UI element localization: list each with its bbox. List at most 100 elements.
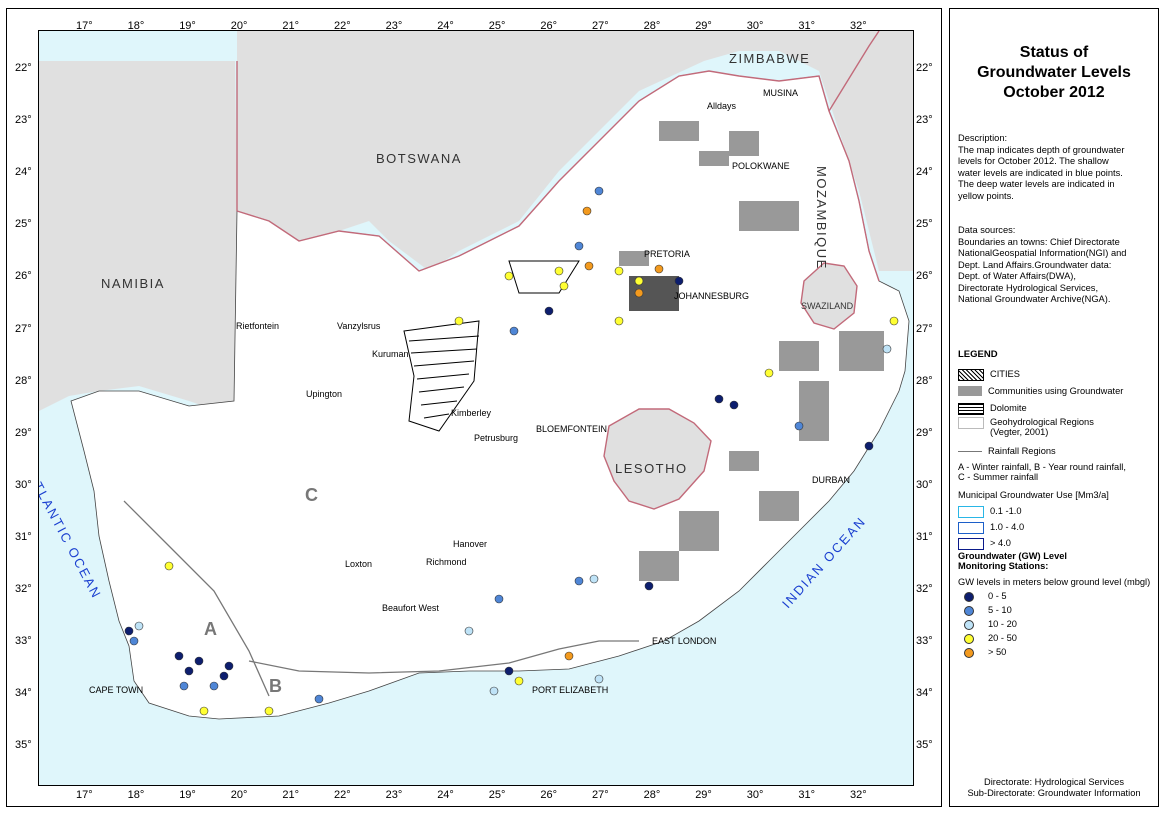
longitude-label: 20° [230, 20, 248, 32]
swaziland [800, 262, 858, 330]
gw-station-dot[interactable] [489, 686, 499, 696]
gw-class-dot [964, 606, 974, 616]
gw-station-dot[interactable] [124, 626, 134, 636]
longitude-label: 19° [179, 789, 196, 801]
legend-heading: LEGEND [958, 349, 998, 360]
map-canvas[interactable]: ZIMBABWE BOTSWANA NAMIBIA MOZAMBIQUE SWA… [38, 30, 914, 786]
longitude-label: 32° [850, 20, 867, 32]
gw-station-dot[interactable] [184, 666, 194, 676]
gw-class-dot [964, 592, 974, 602]
gw-monitoring-stations [124, 186, 899, 716]
latitude-label: 30° [916, 478, 933, 491]
border-line [236, 61, 880, 282]
gw-station-dot[interactable] [589, 574, 599, 584]
gw-station-dot[interactable] [889, 316, 899, 326]
gw-station-dot[interactable] [674, 276, 684, 286]
gw-station-dot[interactable] [559, 281, 569, 291]
communities-swatch [958, 386, 982, 396]
gw-station-dot[interactable] [194, 656, 204, 666]
gw-station-dot[interactable] [554, 266, 564, 276]
label-namibia: NAMIBIA [101, 276, 165, 291]
latitude-label: 33° [916, 635, 933, 648]
municipal-swatch [958, 538, 984, 550]
town-polokwane: POLOKWANE [732, 161, 790, 171]
town-durban: DURBAN [812, 475, 851, 485]
gw-station-dot[interactable] [594, 186, 604, 196]
longitude-label: 27° [592, 789, 609, 801]
gw-station-dot[interactable] [564, 651, 574, 661]
town-pretoria: PRETORIA [644, 249, 690, 259]
latitude-label: 35° [916, 739, 933, 752]
gw-station-dot[interactable] [504, 666, 514, 676]
latitude-label: 31° [916, 530, 933, 543]
longitude-label: 29° [695, 789, 712, 801]
gw-station-dot[interactable] [594, 674, 604, 684]
gw-station-dot[interactable] [454, 316, 464, 326]
town-kimberley: Kimberley [451, 408, 492, 418]
gw-station-dot[interactable] [174, 651, 184, 661]
gw-station-dot[interactable] [729, 400, 739, 410]
town-vanzylsrus: Vanzylsrus [337, 321, 381, 331]
gw-station-dot[interactable] [614, 266, 624, 276]
label-swaziland: SWAZILAND [801, 301, 854, 311]
gw-station-dot[interactable] [264, 706, 274, 716]
groundwater-communities [619, 121, 884, 581]
gw-station-dot[interactable] [209, 681, 219, 691]
latitude-label: 24° [916, 166, 933, 179]
gw-station-dot[interactable] [794, 421, 804, 431]
gw-station-dot[interactable] [164, 561, 174, 571]
latitude-label: 26° [916, 270, 933, 283]
gw-station-dot[interactable] [644, 581, 654, 591]
town-hanover: Hanover [453, 539, 488, 549]
map-title: Status of Groundwater Levels October 201… [977, 44, 1131, 101]
gw-station-dot[interactable] [634, 288, 644, 298]
gw-station-dot[interactable] [134, 621, 144, 631]
gw-station-dot[interactable] [574, 576, 584, 586]
gw-station-dot[interactable] [199, 706, 209, 716]
gw-class-dot [964, 648, 974, 658]
town-richmond: Richmond [426, 557, 467, 567]
gw-station-dot[interactable] [179, 681, 189, 691]
latitude-label: 27° [916, 322, 933, 335]
gw-station-dot[interactable] [504, 271, 514, 281]
gw-station-dot[interactable] [574, 241, 584, 251]
longitude-label: 21° [282, 789, 300, 801]
gw-station-dot[interactable] [314, 694, 324, 704]
longitude-label: 19° [179, 20, 196, 32]
gw-station-dot[interactable] [864, 441, 874, 451]
gw-station-dot[interactable] [584, 261, 594, 271]
gw-station-dot[interactable] [464, 626, 474, 636]
gw-station-dot[interactable] [654, 264, 664, 274]
region-a-label: A [204, 619, 217, 639]
longitude-label: 25° [488, 789, 506, 801]
gw-station-dot[interactable] [514, 676, 524, 686]
town-upington: Upington [306, 389, 343, 399]
label-botswana: BOTSWANA [376, 151, 462, 166]
town-musina: MUSINA [763, 88, 799, 98]
latitude-label: 26° [15, 270, 32, 283]
gw-station-dot[interactable] [634, 276, 644, 286]
gw-station-dot[interactable] [764, 368, 774, 378]
data-sources: Data sources: Boundaries an towns: Chief … [958, 225, 1127, 304]
gw-station-dot[interactable] [882, 344, 892, 354]
gw-station-dot[interactable] [494, 594, 504, 604]
gw-station-dot[interactable] [544, 306, 554, 316]
town-alldays: Alldays [707, 101, 737, 111]
gw-station-dot[interactable] [582, 206, 592, 216]
longitude-label: 24° [437, 20, 454, 32]
gw-station-dot[interactable] [219, 671, 229, 681]
latitude-label: 34° [15, 687, 32, 700]
gw-station-dot[interactable] [714, 394, 724, 404]
gw-station-dot[interactable] [509, 326, 519, 336]
rainfall-note: A - Winter rainfall, B - Year round rain… [958, 462, 1126, 482]
footer: Directorate: Hydrological Services Sub-Di… [967, 777, 1141, 798]
gw-station-dot[interactable] [129, 636, 139, 646]
rainfall-boundary [123, 500, 639, 697]
gw-class-row: 0 - 5 [964, 591, 1007, 602]
gw-station-dot[interactable] [224, 661, 234, 671]
label-zimbabwe: ZIMBABWE [729, 51, 811, 66]
gw-station-dot[interactable] [614, 316, 624, 326]
longitude-label: 31° [798, 20, 816, 32]
latitude-label: 25° [916, 218, 933, 231]
latitude-label: 29° [916, 426, 933, 439]
